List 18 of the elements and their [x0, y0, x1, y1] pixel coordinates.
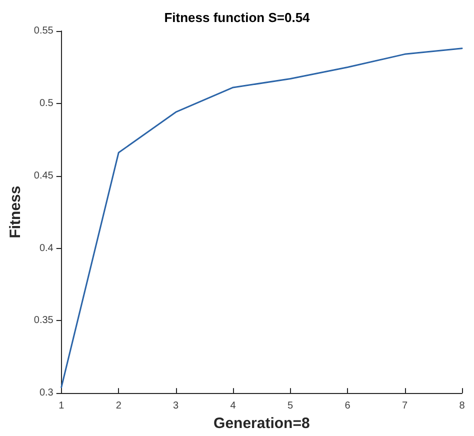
y-tick-label: 0.55	[34, 26, 54, 36]
chart-title: Fitness function S=0.54	[164, 10, 311, 25]
x-axis-title: Generation=8	[214, 415, 310, 432]
y-tick-label: 0.3	[39, 388, 54, 399]
y-tick-label: 0.35	[34, 315, 54, 326]
x-tick-label: 2	[116, 400, 122, 412]
x-tick-label: 1	[58, 400, 65, 412]
x-tick-label: 7	[402, 400, 408, 412]
x-tick-label: 4	[230, 400, 236, 412]
y-tick-label: 0.5	[39, 98, 54, 109]
y-tick-label: 0.45	[34, 170, 54, 182]
x-tick-label: 3	[173, 400, 180, 412]
y-axis-title: Fitness	[7, 186, 24, 238]
x-tick-label: 8	[459, 400, 466, 412]
line-series	[60, 48, 463, 388]
y-tick-label: 0.4	[39, 242, 54, 254]
x-tick-label: 5	[288, 400, 294, 412]
x-tick-label: 6	[344, 400, 351, 412]
